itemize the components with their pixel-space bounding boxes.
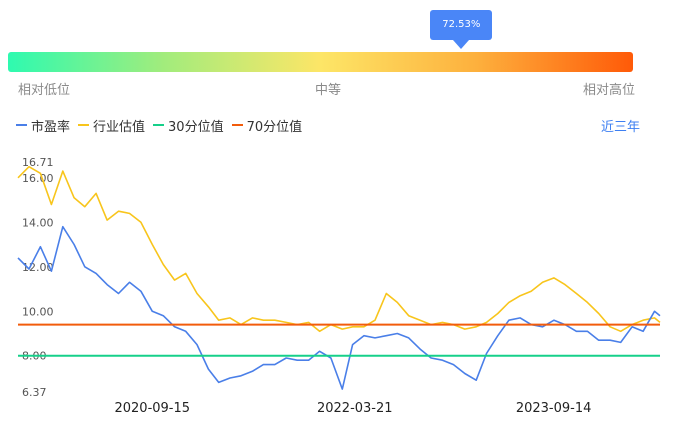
legend-item-industry[interactable]: 行业估值 (78, 116, 146, 135)
time-range-selector[interactable]: 近三年 (600, 120, 640, 135)
legend-label-pe: 市盈率 (31, 119, 71, 135)
legend-item-pe[interactable]: 市盈率 (16, 116, 71, 135)
percentile-tooltip: 72.53% (430, 10, 493, 49)
valuation-gauge-bar (8, 52, 633, 72)
series-line (17, 165, 661, 333)
legend-swatch-pe (16, 124, 27, 126)
pe-line-chart: 16.7116.0014.0012.0010.008.006.372020-09… (17, 156, 661, 416)
y-tick-label: 16.00 (22, 172, 54, 185)
series-line (17, 225, 661, 390)
y-tick-label: 14.00 (22, 216, 54, 229)
legend-swatch-p70 (231, 124, 243, 126)
legend-label-p30: 30分位值 (168, 119, 224, 135)
x-tick-label: 2023-09-14 (516, 401, 592, 416)
y-tick-label: 16.71 (22, 156, 54, 169)
legend-item-p70[interactable]: 70分位值 (231, 116, 303, 135)
y-tick-label: 10.00 (22, 305, 54, 318)
x-tick-label: 2022-03-21 (317, 401, 393, 416)
legend-label-p70: 70分位值 (246, 119, 303, 135)
legend-item-p30[interactable]: 30分位值 (153, 116, 224, 135)
gauge-label-mid: 中等 (315, 83, 342, 98)
chart-legend: 市盈率 行业估值 30分位值 70分位值 (16, 116, 310, 135)
gauge-label-low: 相对低位 (18, 83, 71, 98)
x-tick-label: 2020-09-15 (114, 401, 190, 416)
legend-swatch-industry (78, 124, 90, 126)
y-tick-label: 12.00 (22, 261, 54, 274)
y-tick-label: 6.37 (22, 386, 47, 399)
legend-label-industry: 行业估值 (93, 119, 146, 135)
legend-swatch-p30 (153, 124, 165, 126)
gauge-label-high: 相对高位 (583, 83, 636, 98)
